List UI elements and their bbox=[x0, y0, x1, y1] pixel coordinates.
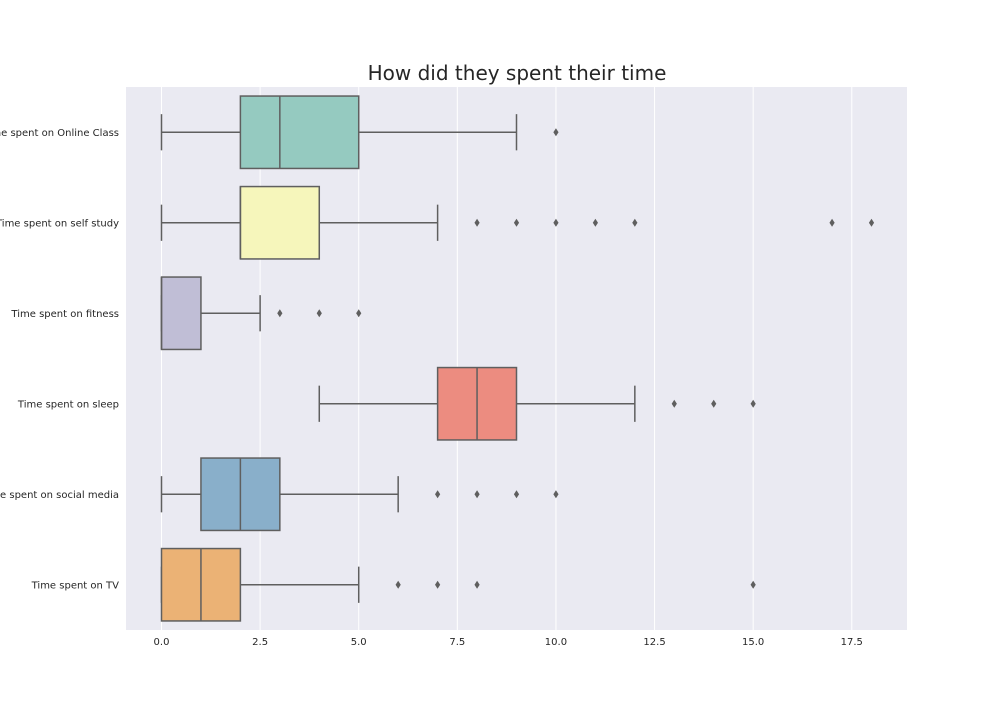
outlier-point bbox=[711, 399, 717, 408]
box-group bbox=[160, 185, 875, 260]
box-group bbox=[160, 547, 756, 622]
x-tick-label: 2.5 bbox=[252, 637, 268, 648]
outlier-point bbox=[632, 218, 638, 227]
outlier-point bbox=[750, 580, 756, 589]
outlier-point bbox=[356, 309, 362, 318]
outlier-point bbox=[671, 399, 677, 408]
category-label: Time spent on sleep bbox=[17, 399, 119, 410]
box-group bbox=[160, 457, 559, 532]
outlier-point bbox=[513, 490, 520, 499]
outlier-point bbox=[395, 580, 401, 589]
outlier-point bbox=[553, 128, 559, 137]
outlier-point bbox=[750, 399, 756, 408]
x-tick-label: 15.0 bbox=[742, 637, 764, 648]
category-label: Time spent on Online Class bbox=[0, 128, 119, 139]
x-tick-label: 12.5 bbox=[643, 637, 665, 648]
box-iqr bbox=[160, 276, 202, 351]
outlier-point bbox=[474, 490, 480, 499]
outlier-point bbox=[435, 490, 441, 499]
boxes bbox=[160, 95, 875, 622]
box-group bbox=[160, 276, 362, 351]
outlier-point bbox=[553, 490, 559, 499]
outlier-point bbox=[474, 218, 480, 227]
x-tick-label: 17.5 bbox=[841, 637, 863, 648]
category-label: Time spent on social media bbox=[0, 490, 119, 501]
outlier-point bbox=[316, 309, 322, 318]
box-iqr bbox=[239, 95, 360, 170]
plot-background bbox=[126, 87, 907, 630]
category-label: Time spent on self study bbox=[0, 218, 119, 229]
outlier-point bbox=[277, 309, 283, 318]
category-label: Time spent on fitness bbox=[10, 309, 119, 320]
x-tick-label: 7.5 bbox=[449, 637, 465, 648]
box-group bbox=[318, 366, 756, 441]
x-tick-label: 0.0 bbox=[154, 637, 170, 648]
outlier-point bbox=[474, 580, 480, 589]
outlier-point bbox=[513, 218, 520, 227]
outlier-point bbox=[553, 218, 559, 227]
outlier-point bbox=[435, 580, 441, 589]
grid-lines bbox=[161, 87, 853, 630]
category-labels: Time spent on Online Class Time spent on … bbox=[0, 128, 119, 592]
x-tick-label: 5.0 bbox=[351, 637, 367, 648]
outlier-point bbox=[592, 218, 598, 227]
box-group bbox=[160, 95, 559, 170]
box-iqr bbox=[239, 185, 321, 260]
outlier-point bbox=[829, 218, 835, 227]
chart-title: How did they spent their time bbox=[368, 61, 667, 85]
outlier-point bbox=[868, 218, 875, 227]
x-axis-ticks: 0.0 2.5 5.0 7.5 10.0 12.5 15.0 17.5 bbox=[154, 637, 863, 648]
x-tick-label: 10.0 bbox=[545, 637, 567, 648]
category-label: Time spent on TV bbox=[31, 580, 120, 591]
